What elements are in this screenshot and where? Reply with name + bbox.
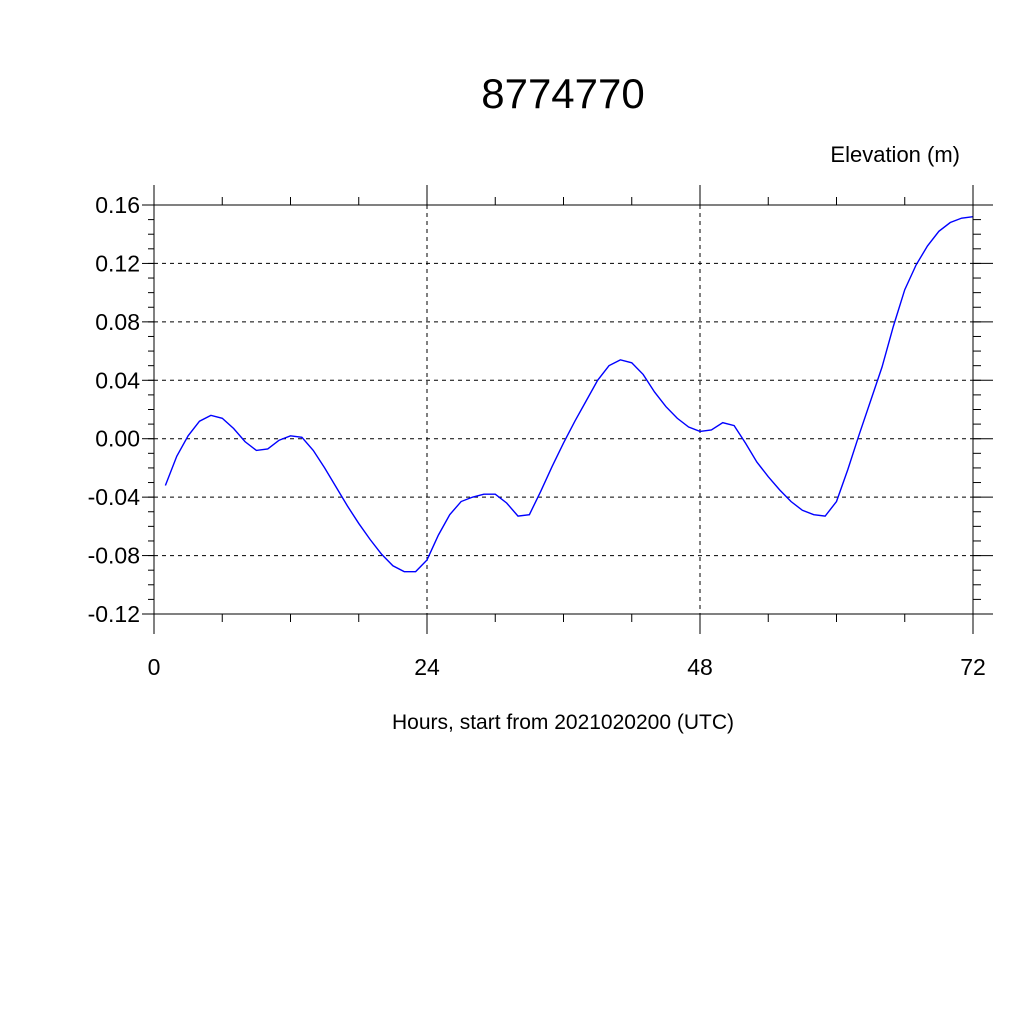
chart-title: 8774770	[481, 70, 645, 117]
grid	[154, 205, 973, 614]
y-tick-label: 0.16	[95, 192, 140, 218]
y-axis-label: Elevation (m)	[830, 142, 960, 167]
y-tick-label: 0.00	[95, 426, 140, 452]
y-tick-label: -0.08	[88, 543, 140, 569]
y-tick-label: 0.08	[95, 309, 140, 335]
x-tick-label: 48	[687, 654, 713, 680]
x-tick-label: 72	[960, 654, 986, 680]
x-tick-label: 24	[414, 654, 440, 680]
y-tick-label: -0.04	[88, 484, 141, 510]
x-tick-label: 0	[148, 654, 161, 680]
y-tick-label: 0.04	[95, 367, 140, 393]
series-group	[164, 215, 974, 573]
plot-frame	[153, 204, 974, 615]
y-tick-label: -0.12	[88, 601, 140, 627]
ticks: -0.12 -0.08 -0.04 0.00 0.04 0.08 0.12 0.16 0 24 48…	[88, 185, 993, 680]
x-axis-label: Hours, start from 2021020200 (UTC)	[392, 711, 734, 734]
y-tick-label: 0.12	[95, 250, 140, 276]
series-line	[164, 215, 974, 573]
